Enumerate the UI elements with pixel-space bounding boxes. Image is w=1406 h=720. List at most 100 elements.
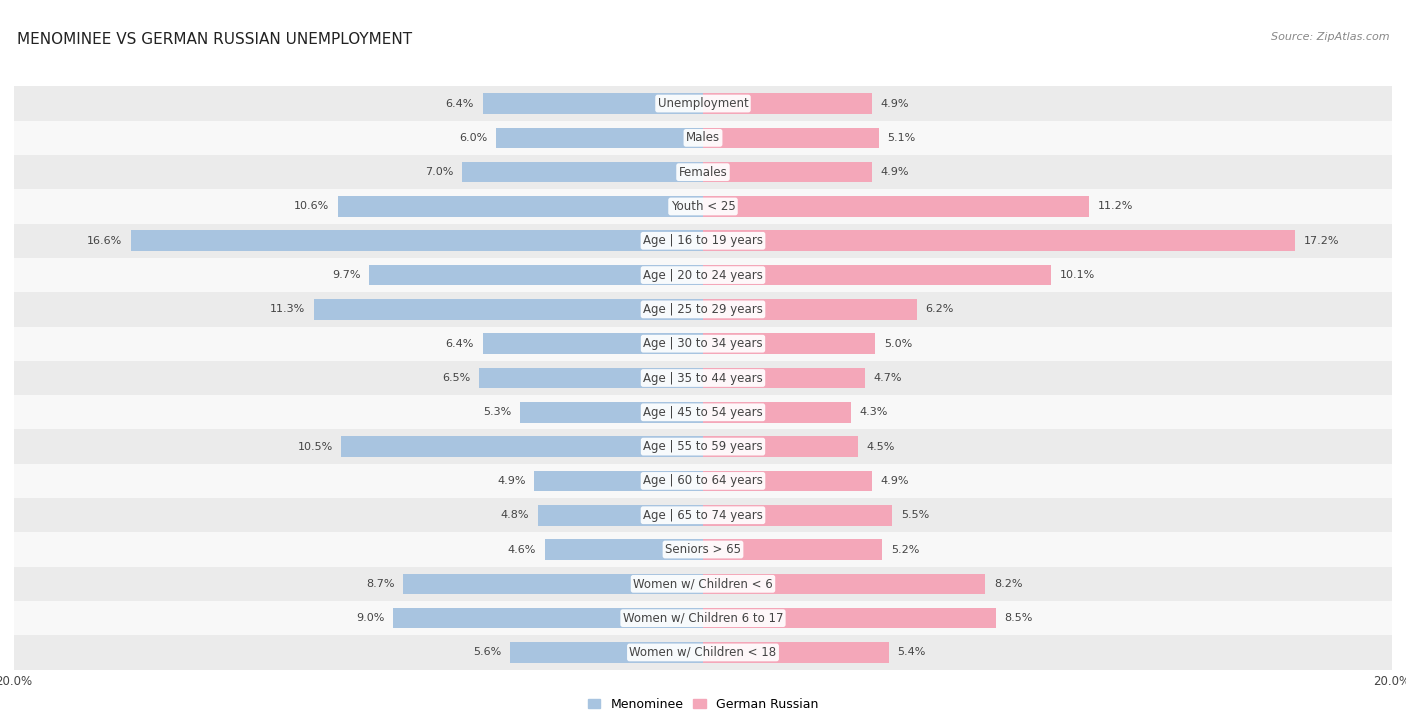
Bar bbox=[314, 299, 703, 320]
Bar bbox=[537, 505, 703, 526]
Bar bbox=[14, 121, 1392, 155]
Bar bbox=[510, 642, 703, 662]
Text: Women w/ Children < 6: Women w/ Children < 6 bbox=[633, 577, 773, 590]
Bar bbox=[368, 265, 703, 285]
Text: Women w/ Children 6 to 17: Women w/ Children 6 to 17 bbox=[623, 612, 783, 625]
Text: Females: Females bbox=[679, 166, 727, 179]
Text: 4.5%: 4.5% bbox=[866, 441, 896, 451]
Text: 4.7%: 4.7% bbox=[873, 373, 903, 383]
Text: 5.5%: 5.5% bbox=[901, 510, 929, 521]
Bar bbox=[703, 299, 917, 320]
Bar bbox=[14, 567, 1392, 601]
Bar bbox=[703, 196, 1088, 217]
Text: 10.6%: 10.6% bbox=[294, 202, 329, 212]
Bar bbox=[14, 361, 1392, 395]
Text: 8.2%: 8.2% bbox=[994, 579, 1022, 589]
Bar bbox=[703, 471, 872, 491]
Bar bbox=[342, 436, 703, 457]
Bar bbox=[14, 429, 1392, 464]
Bar bbox=[703, 574, 986, 594]
Bar bbox=[404, 574, 703, 594]
Legend: Menominee, German Russian: Menominee, German Russian bbox=[583, 693, 823, 716]
Bar bbox=[479, 368, 703, 388]
Text: 10.5%: 10.5% bbox=[298, 441, 333, 451]
Text: MENOMINEE VS GERMAN RUSSIAN UNEMPLOYMENT: MENOMINEE VS GERMAN RUSSIAN UNEMPLOYMENT bbox=[17, 32, 412, 48]
Text: 5.3%: 5.3% bbox=[484, 408, 512, 418]
Text: 4.3%: 4.3% bbox=[859, 408, 889, 418]
Bar bbox=[14, 189, 1392, 224]
Text: 8.7%: 8.7% bbox=[366, 579, 395, 589]
Bar bbox=[703, 333, 875, 354]
Bar bbox=[482, 94, 703, 114]
Bar bbox=[703, 436, 858, 457]
Bar bbox=[703, 505, 893, 526]
Bar bbox=[14, 258, 1392, 292]
Bar bbox=[14, 464, 1392, 498]
Text: 4.9%: 4.9% bbox=[498, 476, 526, 486]
Bar bbox=[14, 292, 1392, 327]
Text: Women w/ Children < 18: Women w/ Children < 18 bbox=[630, 646, 776, 659]
Text: Age | 45 to 54 years: Age | 45 to 54 years bbox=[643, 406, 763, 419]
Text: 8.5%: 8.5% bbox=[1004, 613, 1033, 623]
Bar bbox=[703, 642, 889, 662]
Text: 5.0%: 5.0% bbox=[884, 338, 912, 348]
Bar bbox=[482, 333, 703, 354]
Text: 6.4%: 6.4% bbox=[446, 99, 474, 109]
Text: 7.0%: 7.0% bbox=[425, 167, 453, 177]
Bar bbox=[703, 230, 1295, 251]
Text: 6.4%: 6.4% bbox=[446, 338, 474, 348]
Text: Unemployment: Unemployment bbox=[658, 97, 748, 110]
Bar bbox=[496, 127, 703, 148]
Text: Youth < 25: Youth < 25 bbox=[671, 200, 735, 213]
Text: 5.1%: 5.1% bbox=[887, 133, 915, 143]
Text: 10.1%: 10.1% bbox=[1060, 270, 1095, 280]
Text: Males: Males bbox=[686, 131, 720, 144]
Bar bbox=[14, 155, 1392, 189]
Bar bbox=[14, 224, 1392, 258]
Text: Age | 55 to 59 years: Age | 55 to 59 years bbox=[643, 440, 763, 453]
Text: Age | 30 to 34 years: Age | 30 to 34 years bbox=[643, 337, 763, 350]
Bar bbox=[520, 402, 703, 423]
Text: Age | 16 to 19 years: Age | 16 to 19 years bbox=[643, 234, 763, 247]
Bar bbox=[703, 265, 1050, 285]
Text: Age | 25 to 29 years: Age | 25 to 29 years bbox=[643, 303, 763, 316]
Text: 6.0%: 6.0% bbox=[460, 133, 488, 143]
Bar bbox=[14, 635, 1392, 670]
Text: 9.0%: 9.0% bbox=[356, 613, 384, 623]
Bar bbox=[534, 471, 703, 491]
Text: 4.8%: 4.8% bbox=[501, 510, 529, 521]
Text: 9.7%: 9.7% bbox=[332, 270, 360, 280]
Bar bbox=[14, 601, 1392, 635]
Text: 5.2%: 5.2% bbox=[891, 544, 920, 554]
Bar bbox=[703, 127, 879, 148]
Text: 11.2%: 11.2% bbox=[1098, 202, 1133, 212]
Bar bbox=[14, 327, 1392, 361]
Bar bbox=[703, 94, 872, 114]
Bar bbox=[703, 368, 865, 388]
Text: 5.4%: 5.4% bbox=[897, 647, 927, 657]
Bar bbox=[703, 162, 872, 182]
Text: 16.6%: 16.6% bbox=[87, 235, 122, 246]
Bar bbox=[14, 395, 1392, 429]
Bar bbox=[14, 498, 1392, 532]
Bar bbox=[14, 532, 1392, 567]
Bar bbox=[461, 162, 703, 182]
Text: 6.2%: 6.2% bbox=[925, 305, 953, 315]
Text: 4.9%: 4.9% bbox=[880, 167, 908, 177]
Text: 4.9%: 4.9% bbox=[880, 99, 908, 109]
Bar bbox=[703, 402, 851, 423]
Text: 6.5%: 6.5% bbox=[443, 373, 471, 383]
Bar bbox=[703, 608, 995, 629]
Bar bbox=[392, 608, 703, 629]
Text: 4.9%: 4.9% bbox=[880, 476, 908, 486]
Bar bbox=[14, 86, 1392, 121]
Text: Age | 20 to 24 years: Age | 20 to 24 years bbox=[643, 269, 763, 282]
Text: Source: ZipAtlas.com: Source: ZipAtlas.com bbox=[1271, 32, 1389, 42]
Bar bbox=[337, 196, 703, 217]
Text: 11.3%: 11.3% bbox=[270, 305, 305, 315]
Text: Age | 65 to 74 years: Age | 65 to 74 years bbox=[643, 509, 763, 522]
Text: 5.6%: 5.6% bbox=[474, 647, 502, 657]
Bar bbox=[544, 539, 703, 560]
Text: Age | 35 to 44 years: Age | 35 to 44 years bbox=[643, 372, 763, 384]
Text: 17.2%: 17.2% bbox=[1305, 235, 1340, 246]
